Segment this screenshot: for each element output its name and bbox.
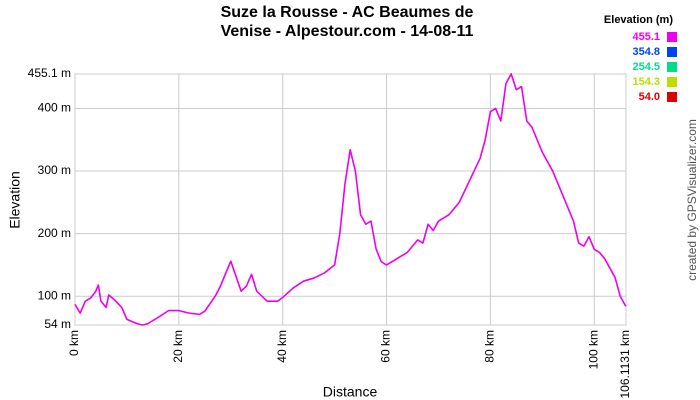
legend-swatch bbox=[667, 32, 677, 42]
y-tick-label: 400 m bbox=[38, 101, 71, 115]
x-tick-label: 20 km bbox=[171, 330, 185, 363]
elevation-line bbox=[74, 73, 627, 326]
y-tick-label: 100 m bbox=[38, 288, 71, 302]
chart-title: Venise - Alpestour.com - 14-08-11 bbox=[221, 23, 474, 40]
x-tick-label: 40 km bbox=[275, 330, 289, 363]
x-tick-label: 100 km bbox=[586, 330, 600, 369]
legend-swatch bbox=[667, 47, 677, 57]
y-tick-label: 455.1 m bbox=[28, 66, 71, 80]
x-tick-label: 60 km bbox=[379, 330, 393, 363]
x-tick-label: 0 km bbox=[67, 330, 81, 356]
legend-label: 54.0 bbox=[639, 91, 660, 103]
y-tick-label: 300 m bbox=[38, 163, 71, 177]
legend-label: 354.8 bbox=[632, 46, 660, 58]
chart-title: Suze la Rousse - AC Beaumes de bbox=[221, 4, 474, 21]
legend-swatch bbox=[667, 92, 677, 102]
credit: created by GPSVisualizer.com bbox=[685, 119, 699, 281]
legend-label: 455.1 bbox=[632, 31, 660, 43]
legend-swatch bbox=[667, 77, 677, 87]
legend-swatch bbox=[667, 62, 677, 72]
legend-label: 154.3 bbox=[632, 76, 660, 88]
plot-area bbox=[74, 73, 627, 326]
x-tick-label: 106.1131 km bbox=[618, 330, 632, 399]
y-tick-label: 54 m bbox=[44, 317, 71, 331]
legend-title: Elevation (m) bbox=[604, 14, 673, 26]
y-tick-label: 200 m bbox=[38, 226, 71, 240]
x-axis-title: Distance bbox=[323, 384, 378, 400]
legend-label: 254.5 bbox=[632, 61, 660, 73]
y-axis-title: Elevation bbox=[7, 171, 23, 229]
x-tick-label: 80 km bbox=[483, 330, 497, 363]
